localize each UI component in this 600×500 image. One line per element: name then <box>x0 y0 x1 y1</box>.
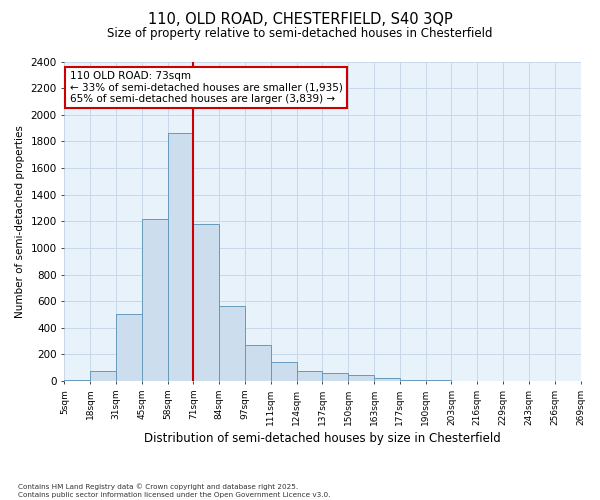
Bar <box>348 375 374 381</box>
X-axis label: Distribution of semi-detached houses by size in Chesterfield: Distribution of semi-detached houses by … <box>144 432 501 445</box>
Bar <box>400 380 425 381</box>
Bar <box>193 224 219 381</box>
Bar <box>374 378 400 381</box>
Text: 110, OLD ROAD, CHESTERFIELD, S40 3QP: 110, OLD ROAD, CHESTERFIELD, S40 3QP <box>148 12 452 28</box>
Bar <box>167 134 193 381</box>
Text: Size of property relative to semi-detached houses in Chesterfield: Size of property relative to semi-detach… <box>107 28 493 40</box>
Bar <box>271 362 296 381</box>
Bar <box>142 218 167 381</box>
Bar <box>245 345 271 381</box>
Bar <box>64 380 90 381</box>
Y-axis label: Number of semi-detached properties: Number of semi-detached properties <box>15 125 25 318</box>
Bar <box>90 371 116 381</box>
Bar <box>296 371 322 381</box>
Bar <box>425 380 451 381</box>
Text: Contains HM Land Registry data © Crown copyright and database right 2025.
Contai: Contains HM Land Registry data © Crown c… <box>18 484 331 498</box>
Bar <box>116 314 142 381</box>
Bar <box>219 306 245 381</box>
Text: 110 OLD ROAD: 73sqm
← 33% of semi-detached houses are smaller (1,935)
65% of sem: 110 OLD ROAD: 73sqm ← 33% of semi-detach… <box>70 71 343 104</box>
Bar <box>322 373 348 381</box>
